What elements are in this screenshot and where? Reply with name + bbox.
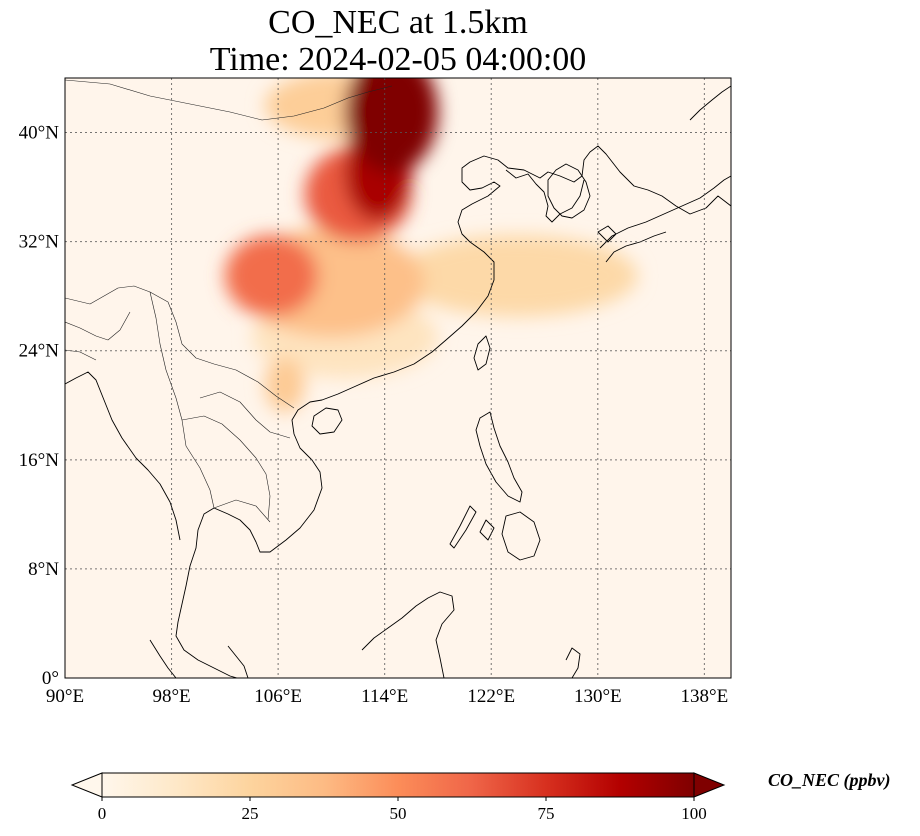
lon-tick-label: 122°E <box>467 686 515 707</box>
colorbar-label: CO_NEC (ppbv) <box>768 770 891 790</box>
colorbar-gradient <box>102 773 694 797</box>
colorbar-extend-max <box>693 772 726 798</box>
taiwan-coastline <box>473 335 491 371</box>
plume-region <box>344 78 438 174</box>
colorbar-tick-label: 0 <box>98 804 107 823</box>
map-time-subtitle: Time: 2024-02-05 04:00:00 <box>209 41 587 78</box>
lon-tick-label: 98°E <box>152 686 190 707</box>
lon-tick-label: 130°E <box>574 686 622 707</box>
hainan-coastline <box>311 407 343 435</box>
bay-of-bengal-coastline <box>65 371 181 541</box>
colorbar-tick-label: 25 <box>242 804 259 823</box>
lon-tick-label: 138°E <box>681 686 729 707</box>
map-title: CO_NEC at 1.5km <box>268 4 528 41</box>
lat-tick-label: 24°N <box>19 341 60 362</box>
mongolia-border <box>65 79 393 121</box>
coastlines <box>65 85 731 678</box>
longitude-axis: 90°E 98°E 106°E 114°E 122°E 130°E 138°E <box>46 686 728 707</box>
colorbar-tick-label: 75 <box>538 804 555 823</box>
lat-tick-label: 32°N <box>19 232 60 253</box>
lon-tick-label: 90°E <box>46 686 84 707</box>
gridlines <box>65 78 731 678</box>
colorbar-tick-label: 100 <box>681 804 707 823</box>
korea-coastline <box>547 163 591 219</box>
bohai-coastline <box>505 169 585 223</box>
lon-tick-label: 106°E <box>254 686 302 707</box>
indochina-borders <box>149 291 291 523</box>
plume-region <box>224 234 319 317</box>
colorbar: 0 25 50 75 100 <box>70 772 726 823</box>
china-south-border <box>65 285 295 409</box>
country-borders <box>65 79 393 523</box>
lon-tick-label: 114°E <box>361 686 408 707</box>
lat-tick-label: 0° <box>42 668 59 689</box>
colorbar-tick-label: 50 <box>390 804 407 823</box>
lat-tick-label: 16°N <box>19 450 60 471</box>
lat-tick-label: 8°N <box>28 559 59 580</box>
latitude-axis: 0° 8°N 16°N 24°N 32°N 40°N <box>19 123 60 689</box>
mainland-coastline <box>175 145 731 678</box>
japan-coastline <box>597 85 731 263</box>
borneo-coastline <box>361 591 455 678</box>
lat-tick-label: 40°N <box>19 123 60 144</box>
philippines-coastline <box>449 411 541 561</box>
map-frame <box>64 77 732 679</box>
colorbar-ticks: 0 25 50 75 100 <box>98 797 707 823</box>
plume-region <box>264 357 305 413</box>
colorbar-extend-min <box>70 772 103 798</box>
sulawesi-coastline <box>565 647 581 678</box>
plume-region <box>398 234 638 317</box>
